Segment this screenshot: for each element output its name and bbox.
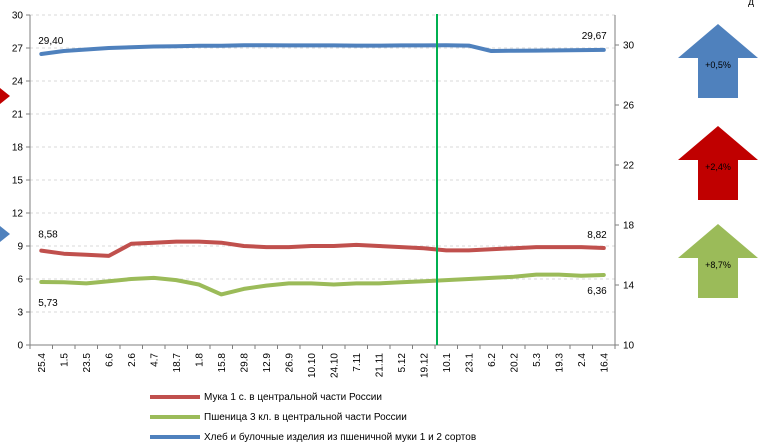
right-tick-label: 18 [623,221,635,232]
x-tick-label: 15.8 [217,353,228,373]
arrow-label: +8,7% [705,260,731,270]
x-tick-label: 7.11 [352,353,363,372]
edge-arrow-red [0,88,10,104]
edge-arrow-blue [0,226,10,242]
x-tick-label: 21.11 [374,353,385,378]
x-tick-label: 24.10 [329,353,340,378]
left-tick-label: 9 [17,242,23,253]
arrow-green-icon: +8,7% [676,222,758,298]
x-tick-label: 2.6 [127,353,138,367]
x-tick-label: 5.12 [397,353,408,373]
legend-label: Пшеница 3 кл. в центральной части России [204,411,407,423]
left-tick-label: 15 [12,176,24,187]
series-line [39,272,606,297]
left-tick-label: 6 [17,275,23,286]
x-tick-label: 1.5 [59,353,70,367]
left-tick-label: 12 [12,209,24,220]
left-tick-label: 24 [12,77,24,88]
series-line [39,43,606,56]
data-label: 29,67 [582,31,607,42]
legend-swatch [150,395,200,399]
x-tick-label: 19.12 [419,353,430,378]
legend-item: Мука 1 с. в центральной части России [150,387,476,407]
arrow-label: +0,5% [705,60,731,70]
legend: Мука 1 с. в центральной части России Пше… [150,387,476,447]
data-label: 29,40 [38,36,63,47]
left-tick-label: 27 [12,44,24,55]
right-axis-ticks: 10 14 18 22 26 30 [623,41,635,352]
x-axis-ticks: 25.4 1.5 23.5 6.6 2.6 4.7 18.7 1.8 15.8 29.8 12.9 2… [37,353,611,378]
x-tick-label: 23.1 [464,353,475,373]
legend-item: Пшеница 3 кл. в центральной части России [150,407,476,427]
x-tick-label: 6.2 [487,353,498,367]
left-tick-label: 3 [17,308,23,319]
arrow-blue-icon: +0,5% [676,22,758,98]
right-tick-label: 26 [623,101,635,112]
edge-marks [0,88,10,242]
x-tick-label: 25.4 [37,353,48,373]
legend-label: Мука 1 с. в центральной части России [204,391,382,403]
corner-text: д [748,0,754,8]
x-tick-label: 6.6 [104,353,115,367]
x-tick-label: 16.4 [599,353,610,373]
x-tick-label: 29.8 [239,353,250,373]
legend-item: Хлеб и булочные изделия из пшеничной мук… [150,427,476,447]
x-tick-label: 10.10 [307,353,318,378]
series-line [39,239,606,258]
gridlines [30,14,615,313]
x-tick-label: 1.8 [194,353,205,367]
right-tick-label: 22 [623,161,635,172]
left-tick-label: 21 [12,110,24,121]
x-tick-label: 23.5 [82,353,93,373]
x-tick-label: 26.9 [284,353,295,373]
legend-label: Хлеб и булочные изделия из пшеничной мук… [204,431,477,443]
left-axis-ticks: 0 3 6 9 12 15 18 21 24 27 30 [12,11,24,352]
x-tick-label: 18.7 [172,353,183,373]
axes [26,14,619,349]
data-label: 5,73 [38,298,58,309]
data-labels: 29,40 29,67 8,58 8,82 5,73 6,36 [38,31,607,309]
data-label: 8,58 [38,230,58,241]
left-tick-label: 18 [12,143,24,154]
left-tick-label: 30 [12,11,24,22]
up-arrow-icon [678,126,758,200]
series-lines [39,43,606,297]
up-arrow-icon [678,24,758,98]
arrow-label: +2,4% [705,162,731,172]
x-tick-label: 10.1 [442,353,453,373]
x-tick-label: 4.7 [149,353,160,367]
arrow-red-icon: +2,4% [676,124,758,200]
x-tick-label: 2.4 [577,353,588,367]
legend-swatch [150,415,200,419]
up-arrow-icon [678,224,758,298]
legend-swatch [150,435,200,439]
right-tick-label: 10 [623,341,635,352]
left-tick-label: 0 [17,341,23,352]
x-tick-label: 12.9 [262,353,273,373]
x-tick-label: 20.2 [509,353,520,373]
data-label: 6,36 [587,286,607,297]
data-label: 8,82 [587,230,607,241]
right-tick-label: 30 [623,41,635,52]
x-tick-label: 5.3 [532,353,543,367]
x-tick-label: 19.3 [554,353,565,373]
right-tick-label: 14 [623,281,635,292]
